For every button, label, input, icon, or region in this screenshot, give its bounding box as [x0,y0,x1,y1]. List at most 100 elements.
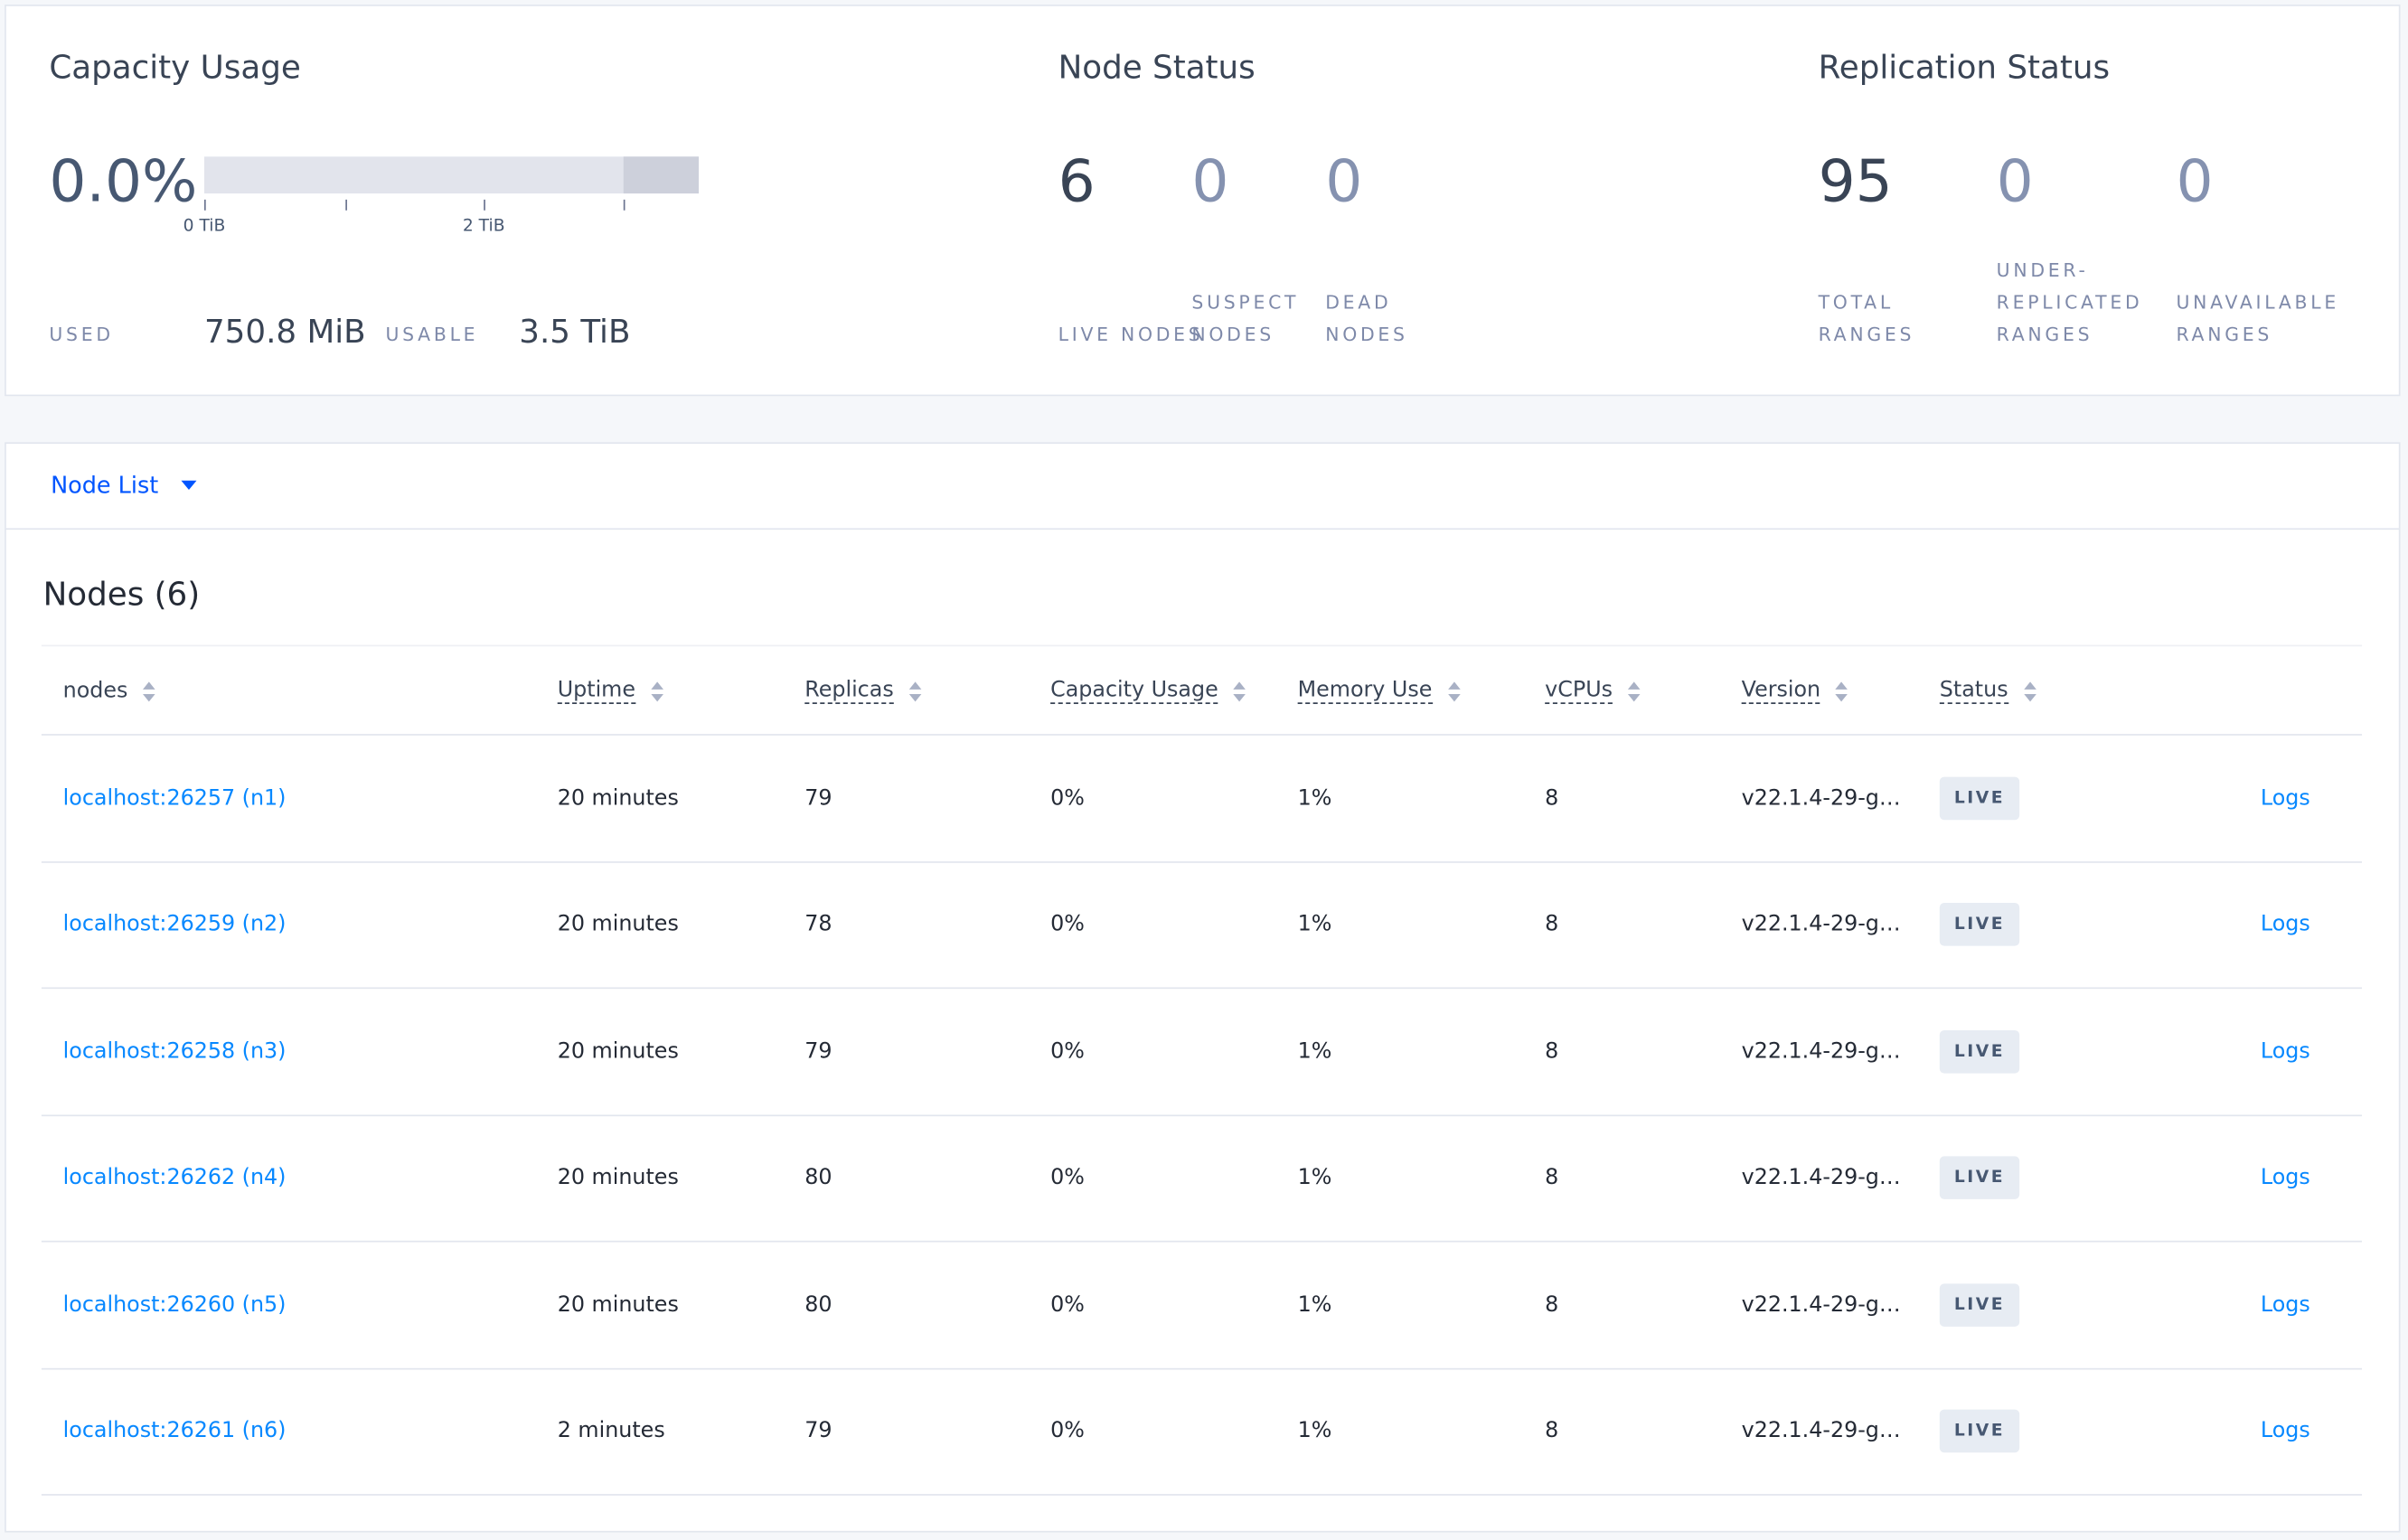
node-link[interactable]: localhost:26260 (n5) [62,1291,287,1318]
column-header[interactable]: vCPUs [1545,678,1613,704]
cell: v22.1.4-29-g… [1741,912,1901,938]
status-badge: LIVE [1939,1029,2020,1074]
stat-label: UNAVAILABLE RANGES [2176,291,2339,346]
logs-link[interactable]: Logs [2260,785,2310,812]
row-divider [41,1241,2363,1243]
node-link[interactable]: localhost:26262 (n4) [62,1165,287,1191]
cell: v22.1.4-29-g… [1741,1038,1901,1065]
summary-card [5,5,2401,397]
cell: 80 [804,1291,832,1318]
cell: v22.1.4-29-g… [1741,1291,1901,1318]
cell: 1% [1297,912,1332,938]
column-header[interactable]: Version [1741,678,1821,704]
logs-link[interactable]: Logs [2260,912,2310,938]
divider [41,644,2363,647]
cell: 0% [1050,1038,1085,1065]
column-header[interactable]: Replicas [804,678,894,704]
usable-label: USABLE [385,324,479,346]
capacity-title: Capacity Usage [49,49,301,87]
section-title: Node Status [1058,49,1256,87]
tick [345,199,347,211]
sort-icon[interactable] [1446,681,1462,705]
stat-label: LIVE NODES [1058,324,1204,346]
logs-link[interactable]: Logs [2260,1418,2310,1444]
column-header[interactable]: nodes [62,678,128,704]
capacity-bar-segment [623,156,700,194]
used-value: 750.8 MiB [203,313,366,351]
sort-icon[interactable] [1834,681,1849,705]
cell: 8 [1545,1291,1559,1318]
node-link[interactable]: localhost:26257 (n1) [62,785,287,812]
cell: 20 minutes [557,785,679,812]
cell: 1% [1297,1038,1332,1065]
cell: 2 minutes [557,1418,665,1444]
cell: 20 minutes [557,912,679,938]
stat-value: 6 [1058,147,1096,215]
logs-link[interactable]: Logs [2260,1038,2310,1065]
column-header[interactable]: Memory Use [1297,678,1433,704]
stat-value: 0 [1325,147,1363,215]
cell: 78 [804,912,832,938]
tick-label: 2 TiB [462,215,505,236]
stat-label: UNDER-REPLICATED RANGES [1996,259,2143,346]
column-header[interactable]: Status [1939,678,2008,704]
stat-label: TOTAL RANGES [1818,291,1915,346]
dropdown-arrow[interactable] [180,479,198,492]
cell: 1% [1297,1418,1332,1444]
cell: 8 [1545,912,1559,938]
sort-icon[interactable] [1232,681,1247,705]
stat-label: DEAD NODES [1325,291,1408,346]
sort-icon[interactable] [1626,681,1641,705]
stat-value: 0 [2176,147,2214,215]
logs-link[interactable]: Logs [2260,1165,2310,1191]
node-link[interactable]: localhost:26259 (n2) [62,912,287,938]
cell: 20 minutes [557,1038,679,1065]
cell: 8 [1545,1038,1559,1065]
column-header[interactable]: Uptime [557,678,635,704]
logs-link[interactable]: Logs [2260,1291,2310,1318]
stat-value: 0 [1191,147,1229,215]
status-badge: LIVE [1939,1282,2020,1327]
row-divider [41,988,2363,990]
used-label: USED [49,324,114,346]
node-link[interactable]: localhost:26258 (n3) [62,1038,287,1065]
cell: 20 minutes [557,1165,679,1191]
cell: 20 minutes [557,1291,679,1318]
sort-icon[interactable] [908,681,923,705]
stat-value: 0 [1996,147,2034,215]
status-badge: LIVE [1939,1156,2020,1200]
cell: 1% [1297,1165,1332,1191]
row-divider [41,1114,2363,1116]
cell: 80 [804,1165,832,1191]
stat-label: SUSPECT NODES [1191,291,1300,346]
sort-icon[interactable] [649,681,664,705]
cell: 0% [1050,1418,1085,1444]
cell: 8 [1545,785,1559,812]
tick [203,199,206,211]
divider [41,734,2363,736]
row-divider [41,1494,2363,1496]
cell: 8 [1545,1165,1559,1191]
cell: 0% [1050,1165,1085,1191]
node-link[interactable]: localhost:26261 (n6) [62,1418,287,1444]
cell: 79 [804,785,832,812]
cell: v22.1.4-29-g… [1741,1418,1901,1444]
row-divider [41,1367,2363,1369]
cell: 79 [804,1038,832,1065]
nodes-heading: Nodes (6) [42,576,201,613]
stat-value: 95 [1818,147,1893,215]
capacity-percent: 0.0% [49,147,198,215]
cell: 1% [1297,785,1332,812]
status-badge: LIVE [1939,903,2020,947]
capacity-bar [203,156,700,194]
usable-value: 3.5 TiB [519,313,631,351]
sort-icon[interactable] [142,681,157,705]
tick [623,199,626,211]
column-header[interactable]: Capacity Usage [1050,678,1218,704]
sort-icon[interactable] [2022,681,2037,705]
node-list-bar [5,442,2401,531]
cell: 8 [1545,1418,1559,1444]
cell: 1% [1297,1291,1332,1318]
node-list-selector[interactable]: Node List [51,471,159,500]
